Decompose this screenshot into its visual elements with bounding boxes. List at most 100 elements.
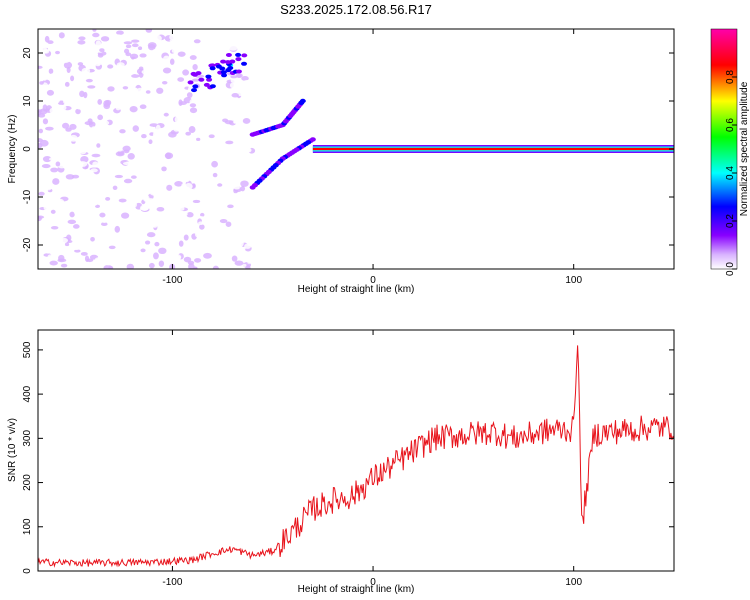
spectrogram-noise-cell xyxy=(99,82,108,88)
spectrogram-noise-cell xyxy=(148,111,154,118)
spectrogram-noise-cell xyxy=(94,174,99,181)
spectrogram-noise-cell xyxy=(189,98,197,105)
spectrogram-noise-cell xyxy=(114,34,123,40)
spectrogram-noise-cell xyxy=(225,140,234,145)
snr-y-tick-label: 300 xyxy=(22,430,33,447)
spectrogram-noise-cell xyxy=(228,44,238,51)
spectrogram-noise-cell xyxy=(235,73,243,78)
spectrogram-noise-cell xyxy=(239,107,244,112)
spectrogram-noise-cell xyxy=(96,86,104,90)
spectrogram-noise-cell xyxy=(154,241,160,247)
spectrogram-noise-cell xyxy=(159,136,164,142)
figure-title: S233.2025.172.08.56.R17 xyxy=(280,2,432,17)
spectrogram-noise-cell xyxy=(122,86,129,90)
spectrogram-noise-cell xyxy=(119,129,126,134)
spectrogram-arc-cell xyxy=(198,77,205,82)
spectrogram-noise-cell xyxy=(203,252,212,259)
spectrogram-y-tick-label: 0 xyxy=(22,146,33,152)
spectrogram-noise-cell xyxy=(240,177,247,182)
spectrogram-noise-cell xyxy=(95,199,105,205)
spectrogram-noise-cell xyxy=(181,183,186,190)
spectrogram-noise-cell xyxy=(219,246,229,254)
spectrogram-noise-cell xyxy=(104,262,113,266)
spectrogram-noise-cell xyxy=(83,109,92,113)
spectrogram-noise-cell xyxy=(118,198,127,203)
spectrogram-noise-cell xyxy=(272,193,277,197)
spectrogram-noise-cell xyxy=(263,166,268,170)
spectrogram-noise-cell xyxy=(136,98,143,102)
spectrogram-noise-cell xyxy=(149,167,157,174)
spectrogram-noise-cell xyxy=(122,222,130,226)
spectrogram-noise-cell xyxy=(77,194,83,199)
spectrogram-noise-cell xyxy=(77,40,86,45)
spectrogram-noise-cell xyxy=(46,89,55,96)
spectrogram-noise-cell xyxy=(51,152,58,159)
snr-y-ticks: 0 100 200 300 400 500 xyxy=(22,341,674,574)
spectrogram-noise-cell xyxy=(254,112,259,116)
spectrogram-noise-cell xyxy=(174,170,182,178)
spectrogram-noise-cell xyxy=(90,237,95,242)
spectrogram-y-ticks: -20 -10 0 10 20 xyxy=(22,47,674,252)
spectrogram-noise-cell xyxy=(243,165,248,169)
spectrogram-noise-cell xyxy=(169,39,178,43)
spectrogram-noise-cell xyxy=(224,103,234,107)
spectrogram-noise-cell xyxy=(151,220,156,228)
spectrogram-noise-cell xyxy=(148,262,155,269)
colorbar-gradient xyxy=(710,28,738,270)
spectrogram-noise-cell xyxy=(48,68,54,74)
spectrogram-noise-cell xyxy=(240,96,245,100)
spectrogram-noise-cell xyxy=(245,126,254,133)
spectrogram-noise-cell xyxy=(80,251,88,256)
spectrogram-noise-cell xyxy=(60,237,68,244)
spectrogram-noise-cell xyxy=(53,136,61,142)
spectrogram-noise-cell xyxy=(38,128,44,134)
spectrogram-noise-cell xyxy=(172,161,180,167)
spectrogram-noise-cell xyxy=(111,234,120,242)
spectrogram-noise-cell xyxy=(242,118,251,124)
spectrogram-noise-cell xyxy=(81,207,91,212)
colorbar: 0.0 0.2 0.4 0.6 0.8 Normalized spectral ampl… xyxy=(710,28,750,276)
spectrogram-noise-cell xyxy=(65,130,73,135)
spectrogram-noise-cell xyxy=(238,240,244,247)
spectrogram-noise-cell xyxy=(171,49,176,53)
spectrogram-noise-cell xyxy=(52,255,57,261)
spectrogram-noise-cell xyxy=(186,92,193,98)
colorbar-title: Normalized spectral amplitude xyxy=(739,81,750,216)
spectrogram-noise-cell xyxy=(72,224,80,229)
snr-series-line xyxy=(38,345,674,568)
spectrogram-noise-cell xyxy=(38,252,44,256)
spectrogram-noise-cell xyxy=(72,246,81,250)
spectrogram-noise-cell xyxy=(59,205,69,211)
spectrogram-noise-cell xyxy=(60,263,68,268)
spectrogram-branch-cell xyxy=(299,98,306,104)
spectrogram-noise-cell xyxy=(169,58,175,65)
spectrogram-noise-cell xyxy=(154,35,162,43)
spectrogram-noise-cell xyxy=(44,35,50,43)
spectrogram-noise-cell xyxy=(245,94,250,98)
spectrogram-noise-cell xyxy=(125,44,132,49)
spectrogram-noise-cell xyxy=(132,87,137,93)
spectrogram-noise-cell xyxy=(125,52,132,57)
spectrogram-noise-cell xyxy=(56,104,65,110)
spectrogram-noise-cell xyxy=(63,98,71,105)
spectrogram-noise-cell xyxy=(268,77,273,81)
spectrogram-noise-cell xyxy=(89,94,95,101)
spectrogram-noise-cell xyxy=(210,50,218,57)
spectrogram-noise-cell xyxy=(248,219,254,223)
spectrogram-noise-cell xyxy=(72,100,78,106)
spectrogram-noise-cell xyxy=(97,98,103,105)
spectrogram-noise-cell xyxy=(123,178,133,184)
spectrogram-noise-cell xyxy=(62,58,70,63)
spectrogram-noise-cell xyxy=(131,43,139,48)
spectrogram-noise-cell xyxy=(42,155,52,163)
spectrogram-noise-cell xyxy=(174,222,183,229)
spectrogram-noise-cell xyxy=(212,265,219,269)
colorbar-tick-label: 0.8 xyxy=(725,70,736,84)
spectrogram-noise-cell xyxy=(238,116,243,120)
spectrogram-noise-cell xyxy=(105,196,111,201)
spectrogram-noise-cell xyxy=(99,48,105,53)
spectrogram-arc-cell xyxy=(220,59,227,64)
spectrogram-noise-cell xyxy=(132,125,139,132)
spectrogram-noise-cell xyxy=(175,248,182,253)
spectrogram-noise-cell xyxy=(50,235,58,241)
